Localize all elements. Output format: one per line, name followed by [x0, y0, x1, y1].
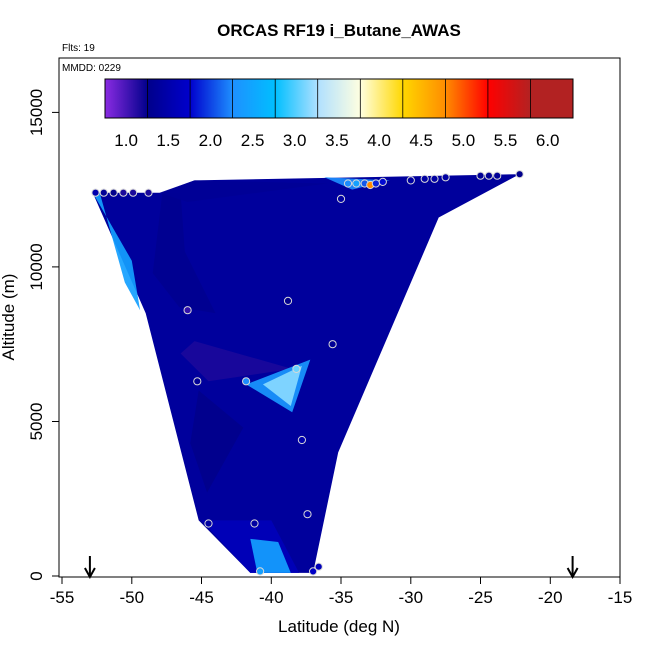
field-region-6	[262, 365, 302, 406]
field-region-7	[92, 192, 141, 311]
colorbar-segment-0	[105, 79, 148, 118]
sample-point-21	[352, 179, 361, 188]
latitude-arrow-1	[566, 556, 579, 580]
colorbar-segment-4	[275, 79, 319, 118]
sample-point-17	[314, 562, 323, 571]
y-tick-label-1: 5000	[27, 403, 46, 441]
sample-point-29	[441, 173, 450, 182]
sample-point-31	[484, 171, 493, 180]
colorbar-tick-label-8: 5.0	[452, 131, 476, 150]
colorbar-segment-1	[147, 79, 191, 118]
colorbar-tick-label-9: 5.5	[494, 131, 518, 150]
sample-point-3	[119, 188, 128, 197]
colorbar	[104, 78, 574, 119]
colorbar-segment-7	[402, 79, 446, 118]
sample-point-18	[328, 340, 337, 349]
colorbar-tick-label-3: 2.5	[241, 131, 265, 150]
sample-point-26	[406, 176, 415, 185]
x-tick-label-3: -40	[259, 588, 284, 607]
sample-point-8	[204, 519, 213, 528]
sample-point-2	[109, 188, 118, 197]
field-region-2	[190, 390, 244, 493]
y-axis-label: Altitude (m)	[0, 274, 18, 361]
x-tick-label-7: -20	[538, 588, 563, 607]
colorbar-segment-10	[530, 79, 574, 118]
latitude-arrow-head-1	[566, 567, 579, 580]
sample-point-1	[99, 188, 108, 197]
colorbar-segment-2	[190, 79, 233, 118]
annotation-flights: Flts: 19	[62, 43, 95, 54]
field-region-4	[250, 538, 291, 573]
plot-frame	[58, 57, 621, 578]
field-envelope	[92, 174, 520, 573]
colorbar-segment-6	[360, 79, 404, 118]
sample-point-24	[371, 179, 380, 188]
sample-point-33	[515, 170, 524, 179]
x-tick-label-8: -15	[608, 588, 633, 607]
field-region-0	[152, 192, 216, 314]
sample-point-0	[91, 188, 100, 197]
sample-point-25	[378, 177, 387, 186]
sample-point-28	[430, 174, 439, 183]
latitude-arrow-0	[84, 556, 96, 580]
colorbar-segment-5	[317, 79, 361, 118]
x-tick-label-4: -35	[329, 588, 354, 607]
x-tick-label-6: -25	[468, 588, 493, 607]
colorbar-tick-labels: 1.0 1.5 2.0 2.5 3.0 3.5 4.0 4.5 5.0 5.5 6.0	[114, 131, 559, 150]
field-region-1	[180, 341, 293, 382]
sample-point-9	[242, 377, 251, 386]
y-axis: 0 5000 10000 15000	[27, 89, 59, 581]
sample-point-27	[420, 174, 429, 183]
y-tick-label-3: 15000	[27, 89, 46, 136]
colorbar-tick-label-4: 3.0	[283, 131, 307, 150]
colorbar-segment-9	[487, 79, 531, 118]
sample-point-5	[144, 188, 153, 197]
sample-point-11	[256, 567, 265, 576]
colorbar-tick-label-2: 2.0	[199, 131, 223, 150]
colorbar-segment-8	[445, 79, 489, 118]
sample-point-16	[309, 567, 318, 576]
sample-point-14	[297, 435, 306, 445]
sample-point-12	[283, 296, 293, 305]
chart-title: ORCAS RF19 i_Butane_AWAS	[217, 21, 461, 40]
latitude-arrows	[84, 556, 579, 580]
colorbar-segment-3	[232, 79, 276, 118]
colorbar-frame	[104, 78, 574, 119]
x-tick-label-0: -55	[50, 588, 75, 607]
latitude-arrow-head-0	[84, 567, 96, 580]
colorbar-tick-label-1: 1.5	[156, 131, 180, 150]
y-tick-label-2: 10000	[27, 243, 46, 290]
colorbar-tick-label-0: 1.0	[114, 131, 138, 150]
sample-point-13	[292, 364, 301, 373]
sample-point-20	[343, 179, 353, 188]
x-axis-label: Latitude (deg N)	[278, 617, 400, 636]
sample-markers	[91, 170, 524, 576]
colorbar-tick-label-10: 6.0	[536, 131, 560, 150]
colorbar-tick-label-7: 4.5	[409, 131, 433, 150]
field-region-8	[159, 180, 328, 202]
sample-point-4	[129, 188, 138, 197]
sample-point-6	[183, 306, 192, 315]
colorbar-tick-label-5: 3.5	[325, 131, 349, 150]
y-tick-label-0: 0	[27, 571, 46, 580]
x-tick-label-5: -30	[399, 588, 424, 607]
sample-point-10	[250, 519, 259, 528]
annotation-date: MMDD: 0229	[62, 63, 121, 74]
sample-point-19	[336, 194, 346, 203]
x-axis: -55 -50 -45 -40 -35 -30 -25 -20 -15	[50, 577, 633, 607]
sample-point-30	[476, 171, 485, 180]
sample-point-7	[193, 377, 202, 386]
colorbar-tick-label-6: 4.0	[367, 131, 391, 150]
x-tick-label-2: -45	[189, 588, 214, 607]
sample-point-32	[493, 171, 502, 180]
sample-point-15	[303, 510, 312, 519]
x-tick-label-1: -50	[120, 588, 145, 607]
